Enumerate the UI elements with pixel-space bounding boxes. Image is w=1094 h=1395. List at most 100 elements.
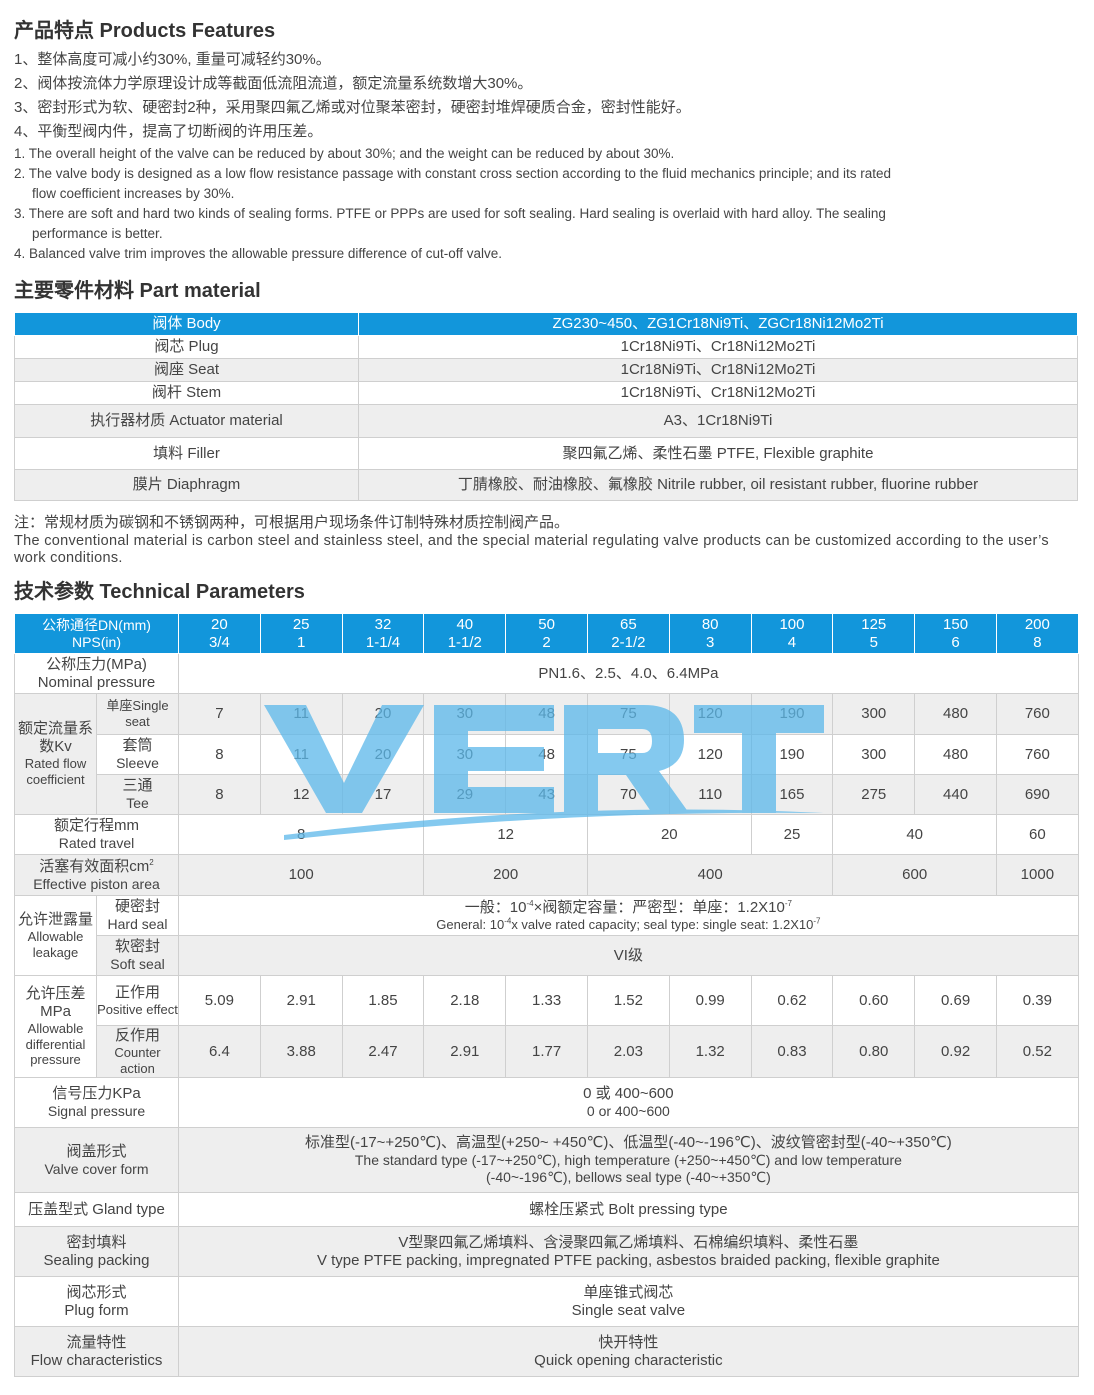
tech-row: 反作用 Counter action 6.4 3.88 2.47 2.91 1.77 2.03… [15, 1024, 1079, 1079]
dp-value: 1.52 [586, 975, 670, 1026]
dp-value: 2.47 [368, 1042, 398, 1060]
material-value: 聚四氟乙烯、柔性石墨 PTFE, Flexible graphite [358, 437, 1078, 470]
row-label: 额定流量系数Kv Rated flow coefficient [14, 693, 97, 815]
travel-value: 8 [177, 814, 425, 855]
kv-value: 300 [861, 745, 887, 763]
piston-value: 400 [586, 854, 834, 896]
dp-value: 2.03 [613, 1042, 643, 1060]
cell-text: Effective piston area [33, 875, 160, 892]
dp-value: 0.80 [832, 1024, 916, 1079]
cell-text: 8 [1033, 633, 1042, 651]
dp-value: 0.83 [777, 1042, 807, 1060]
kv-value: 760 [995, 734, 1079, 775]
material-title: 主要零件材料 Part material [14, 280, 261, 302]
cell-text: Hard seal [107, 916, 168, 933]
dp-value: 3.88 [259, 1024, 343, 1079]
kv-value: 110 [668, 774, 752, 815]
plug-value: 单座锥式阀芯 Single seat valve [178, 1276, 1079, 1328]
tech-row: 压盖型式 Gland type 螺栓压紧式 Bolt pressing type [14, 1192, 1079, 1228]
travel-value: 25 [750, 814, 834, 855]
cell-text: Sleeve [116, 755, 159, 772]
cell-text: 反作用 [114, 1027, 160, 1044]
material-row: 填料 Filler 聚四氟乙烯、柔性石墨 PTFE, Flexible graph… [14, 437, 1078, 470]
kv-value: 480 [943, 745, 969, 763]
cell-text: Nominal pressure [37, 673, 156, 691]
kv-value: 30 [423, 734, 507, 775]
cell-text: 额定流量系数Kv [17, 720, 93, 756]
cell-text: 密封填料 [66, 1233, 127, 1251]
cell-text: Signal pressure [47, 1103, 146, 1120]
kv-value: 43 [538, 785, 555, 803]
dn-column-header: 125 5 [832, 613, 916, 654]
kv-value: 300 [832, 734, 916, 775]
dp-value: 0.62 [750, 975, 834, 1026]
dn-column-header: 80 3 [668, 613, 752, 654]
kv-value: 440 [943, 785, 969, 803]
row-label: 公称压力(MPa) Nominal pressure [14, 653, 179, 694]
sub-label: 单座Single seat [96, 693, 179, 735]
cell-text: Soft seal [110, 956, 165, 973]
material-part: 膜片 Diaphragm [14, 469, 359, 501]
material-value: A3、1Cr18Ni9Ti [358, 404, 1078, 438]
kv-value: 11 [293, 705, 309, 722]
cell-text: 12 [497, 825, 515, 843]
kv-value: 760 [1024, 705, 1050, 722]
cell-text: 80 [701, 615, 719, 633]
dn-column-header: 20 3/4 [178, 613, 261, 654]
dp-value: 6.4 [208, 1042, 230, 1060]
material-note-en: The conventional material is carbon stee… [14, 533, 1049, 566]
cell-text: Allowable leakage [27, 928, 84, 960]
dp-value: 2.18 [450, 991, 480, 1009]
cell-text: Valve cover form [44, 1160, 149, 1177]
cell-text: 100 [288, 866, 314, 883]
material-table: 阀体 Body ZG230~450、ZG1Cr18Ni9Ti、ZGCr18Ni12… [14, 312, 1078, 501]
dp-value: 1.33 [505, 975, 588, 1026]
kv-value: 440 [914, 774, 997, 815]
cell-text: 信号压力KPa [52, 1085, 141, 1103]
piston-label: 活塞有效面积cm2 [15, 858, 178, 876]
kv-value: 275 [832, 774, 916, 815]
tech-row: 额定行程mm Rated travel 8 12 20 25 40 60 [14, 814, 1079, 855]
kv-value: 690 [995, 774, 1079, 815]
cell-text: Flow characteristics [30, 1351, 163, 1369]
travel-value: 12 [423, 814, 588, 855]
dp-value: 2.91 [450, 1042, 480, 1060]
material-part: 阀芯 Plug [14, 335, 359, 359]
feature-en-3b: performance is better. [32, 226, 163, 241]
row-label: 允许压差MPa Allowable differential pressure [14, 974, 97, 1079]
dp-value: 1.33 [531, 991, 562, 1009]
kv-value: 690 [1024, 785, 1050, 803]
kv-value: 75 [620, 705, 637, 722]
tech-row: 阀盖形式 Valve cover form 标准型(-17~+250℃)、高温型(+… [14, 1127, 1079, 1194]
kv-value: 43 [505, 774, 588, 815]
kv-value: 12 [259, 774, 343, 815]
cell-text: 允许压差MPa [25, 985, 86, 1021]
dp-value: 5.09 [204, 991, 234, 1009]
dp-value: 1.77 [505, 1024, 588, 1079]
kv-value: 17 [374, 785, 392, 803]
kv-value: 110 [698, 785, 723, 803]
feature-en-list: 1. The overall height of the valve can b… [14, 144, 1080, 264]
piston-value: 1000 [995, 854, 1079, 896]
cell-text: 200 [493, 866, 519, 883]
feature-en-2b: flow coefficient increases by 30%. [32, 186, 235, 201]
dp-value: 0.99 [668, 975, 752, 1026]
soft-seal-leakage: VI级 [178, 935, 1079, 976]
tech-row: 活塞有效面积cm2 Effective piston area 100 200 400 6… [14, 854, 1079, 896]
signal-value: 0 或 400~600 0 or 400~600 [178, 1077, 1079, 1129]
cell-text: 快开特性 [598, 1333, 659, 1351]
cell-text: Plug form [64, 1301, 129, 1319]
cell-text: 单座锥式阀芯 [583, 1283, 674, 1301]
sub-label: 反作用 Counter action [96, 1024, 179, 1079]
kv-value: 48 [538, 745, 555, 763]
material-row: 膜片 Diaphragm 丁腈橡胶、耐油橡胶、氟橡胶 Nitrile rubber… [14, 469, 1078, 501]
dp-value: 1.32 [668, 1024, 752, 1079]
cell-text: 1 [297, 633, 306, 651]
cell-text: 4 [787, 633, 797, 651]
cell-text: Tee [126, 795, 149, 812]
dp-value: 1.77 [531, 1042, 562, 1060]
kv-value: 75 [586, 734, 670, 775]
material-value: ZG230~450、ZG1Cr18Ni9Ti、ZGCr18Ni12Mo2Ti [358, 312, 1078, 336]
tech-row: 允许压差MPa Allowable differential pressure 正作… [14, 974, 1079, 1079]
dp-value: 1.32 [695, 1042, 725, 1060]
